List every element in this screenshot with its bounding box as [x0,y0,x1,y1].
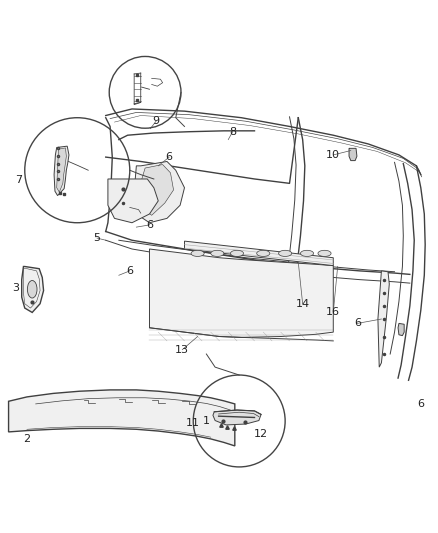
Text: 1: 1 [202,416,209,425]
Text: 13: 13 [175,345,189,354]
Text: 10: 10 [325,150,339,160]
Text: 14: 14 [295,298,309,309]
Text: 2: 2 [23,434,31,445]
Ellipse shape [210,251,223,256]
Text: 3: 3 [12,284,19,293]
Polygon shape [21,266,43,312]
Polygon shape [212,410,261,425]
Polygon shape [377,271,389,367]
Text: 8: 8 [229,127,236,137]
Text: 11: 11 [186,418,200,428]
Polygon shape [57,148,66,192]
Ellipse shape [278,251,291,256]
Ellipse shape [27,280,37,298]
Text: 6: 6 [165,152,172,162]
Polygon shape [134,161,184,223]
Polygon shape [397,324,403,336]
Polygon shape [54,146,69,196]
Text: 7: 7 [15,175,23,185]
Text: 16: 16 [325,308,339,318]
Polygon shape [348,148,356,160]
Text: 6: 6 [353,318,360,328]
Polygon shape [184,241,332,265]
Text: 12: 12 [254,429,268,439]
Ellipse shape [256,251,269,256]
Ellipse shape [191,251,204,256]
Text: 6: 6 [417,399,424,409]
Ellipse shape [230,251,243,256]
Ellipse shape [317,251,330,256]
Text: 6: 6 [146,220,152,230]
Polygon shape [140,165,173,215]
Ellipse shape [300,251,313,256]
Polygon shape [149,249,332,337]
Text: 6: 6 [126,266,133,276]
Polygon shape [9,390,234,446]
Polygon shape [108,179,158,223]
Text: 9: 9 [152,116,159,126]
Text: 5: 5 [93,233,100,243]
